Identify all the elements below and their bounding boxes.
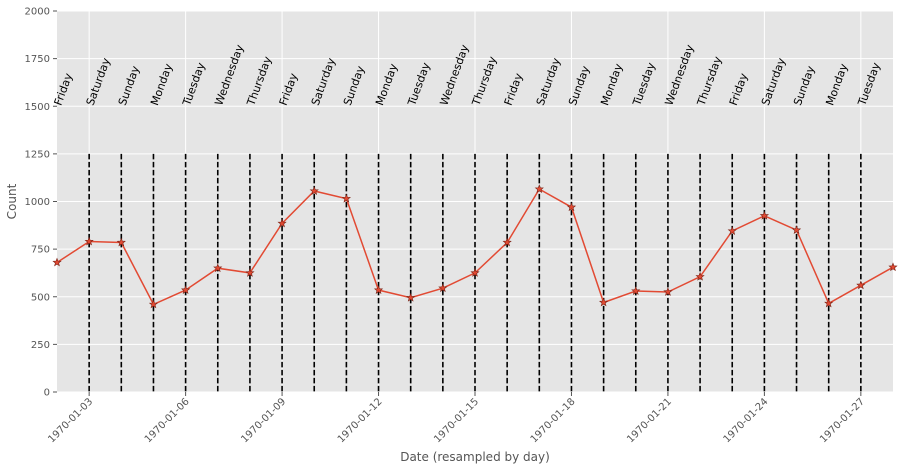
data-point [148,299,159,309]
data-point [663,287,673,296]
y-tick-label: 0 [44,388,50,399]
data-point [438,283,448,293]
x-tick-label: 1970-01-09 [239,396,288,445]
data-point [534,184,544,194]
data-point [502,237,512,247]
y-axis-label: Count [5,183,19,219]
data-point [373,285,384,295]
data-point [116,237,126,247]
data-point [341,193,351,203]
data-point [566,202,577,212]
x-tick-label: 1970-01-15 [432,396,481,445]
data-point [599,297,609,307]
y-tick-label: 1000 [25,197,50,208]
y-tick-label: 1750 [25,54,50,65]
y-tick-label: 250 [31,340,50,351]
data-point [791,225,802,234]
x-tick-label: 1970-01-27 [818,396,867,445]
data-point [695,271,705,281]
data-point [888,262,898,272]
y-tick-label: 750 [31,245,50,256]
data-point [727,226,737,235]
data-point [52,257,62,267]
x-axis: 1970-01-03 1970-01-06 1970-01-09 1970-01-12… [46,392,867,445]
data-point [84,236,94,246]
data-point [309,186,319,195]
x-tick-label: 1970-01-12 [336,396,385,445]
y-tick-label: 1500 [25,102,50,113]
x-tick-label: 1970-01-03 [46,396,95,445]
x-tick-label: 1970-01-06 [143,396,192,445]
y-axis: 0 250 500 750 1000 1250 1500 1750 2000 [25,7,57,399]
series [52,184,898,309]
x-tick-label: 1970-01-24 [722,396,771,445]
data-point [245,268,255,277]
x-tick-label: 1970-01-21 [625,396,674,445]
y-tick-label: 500 [31,292,50,303]
data-point [213,263,223,273]
x-tick-label: 1970-01-18 [529,396,578,445]
data-point [824,298,834,308]
data-point [181,285,191,295]
data-point [406,292,416,302]
x-axis-label: Date (resampled by day) [400,450,550,464]
data-point [277,218,287,228]
y-tick-label: 2000 [25,7,50,18]
grid [57,10,893,393]
data-point [470,268,480,277]
data-point [856,280,866,290]
y-tick-label: 1250 [25,149,50,160]
data-point [631,286,641,295]
data-point [759,210,769,220]
